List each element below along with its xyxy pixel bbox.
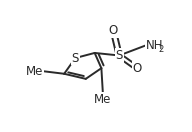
Text: Me: Me: [94, 93, 112, 106]
Text: S: S: [72, 51, 79, 65]
Text: O: O: [109, 24, 118, 37]
Text: O: O: [132, 62, 142, 75]
Text: 2: 2: [159, 45, 164, 54]
Text: S: S: [116, 49, 123, 62]
Text: NH: NH: [146, 39, 164, 52]
Text: Me: Me: [26, 65, 43, 78]
